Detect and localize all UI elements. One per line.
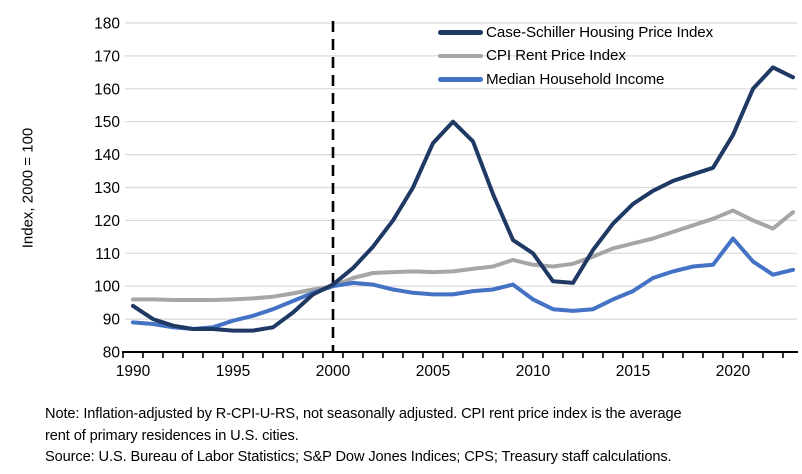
legend: Case-Schiller Housing Price Index CPI Re…: [438, 21, 713, 91]
svg-text:120: 120: [94, 213, 120, 230]
legend-label: CPI Rent Price Index: [486, 47, 626, 65]
x-axis: [122, 351, 798, 358]
svg-text:2000: 2000: [316, 363, 351, 380]
legend-line-sample-cpi-rent: [438, 53, 483, 59]
svg-text:2020: 2020: [716, 363, 751, 380]
footnote-line-2: rent of primary residences in U.S. citie…: [45, 427, 299, 444]
svg-text:100: 100: [94, 279, 120, 296]
series-median-household-income: [131, 236, 795, 331]
x-tick-labels: 1990 1995 2000 2005 2010 2015 2020: [116, 363, 751, 380]
y-tick-labels: 80 90 100 110 120 130 140 150 160 170 180: [94, 16, 120, 362]
svg-text:160: 160: [94, 81, 120, 98]
legend-item-cpi-rent: CPI Rent Price Index: [438, 44, 713, 67]
series-case-schiller-housing-price-index: [131, 65, 795, 333]
svg-text:1990: 1990: [116, 363, 151, 380]
legend-line-sample-case-schiller: [438, 30, 483, 35]
svg-text:180: 180: [94, 16, 120, 33]
svg-text:110: 110: [95, 246, 120, 263]
legend-item-median-income: Median Household Income: [438, 68, 713, 91]
legend-label: Case-Schiller Housing Price Index: [486, 24, 714, 42]
svg-text:1995: 1995: [216, 363, 250, 380]
svg-text:170: 170: [94, 48, 120, 65]
svg-text:90: 90: [103, 312, 121, 329]
series-cpi-rent-price-index: [131, 208, 795, 302]
svg-text:130: 130: [94, 180, 120, 197]
footnote-line-3: Source: U.S. Bureau of Labor Statistics;…: [45, 449, 672, 466]
line-chart: 1990 1995 2000 2005 2010 2015 2020 80 90 100 110 12…: [94, 16, 798, 380]
svg-text:2015: 2015: [616, 363, 650, 380]
svg-text:2005: 2005: [416, 363, 450, 380]
svg-text:140: 140: [94, 147, 120, 164]
svg-text:2010: 2010: [516, 363, 551, 380]
svg-text:80: 80: [103, 345, 121, 362]
legend-item-case-schiller: Case-Schiller Housing Price Index: [438, 21, 713, 44]
legend-line-sample-median-income: [438, 76, 483, 82]
footnote: Note: Inflation-adjusted by R-CPI-U-RS, …: [45, 404, 682, 469]
chart-area: 1990 1995 2000 2005 2010 2015 2020 80 90 100 110 12…: [19, 16, 798, 380]
legend-label: Median Household Income: [486, 70, 665, 88]
y-axis-title: Index, 2000 = 100: [19, 127, 37, 249]
svg-text:150: 150: [94, 114, 120, 131]
footnote-line-1: Note: Inflation-adjusted by R-CPI-U-RS, …: [45, 406, 682, 422]
